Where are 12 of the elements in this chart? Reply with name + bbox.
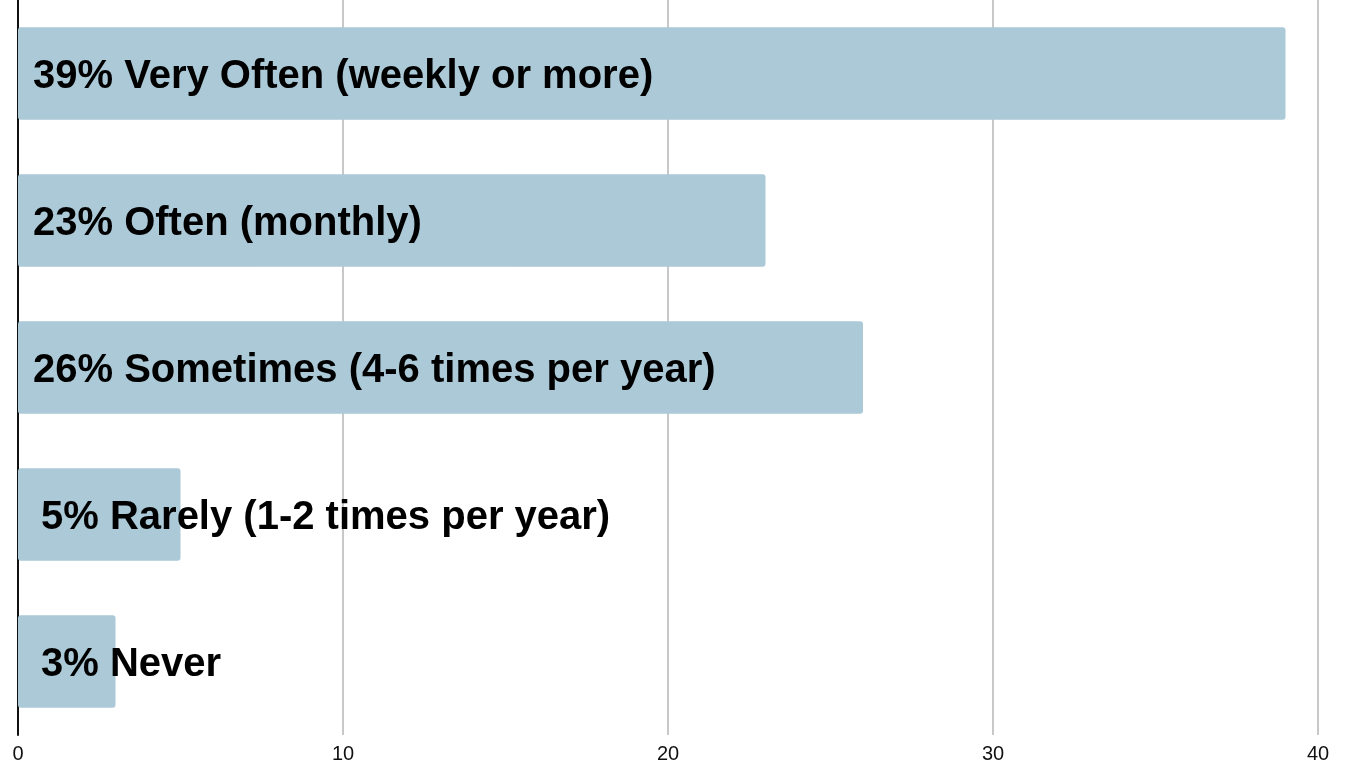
- data-label: 23% Often (monthly): [33, 198, 422, 243]
- data-label: 26% Sometimes (4-6 times per year): [33, 345, 716, 390]
- x-tick-label: 0: [12, 742, 24, 764]
- data-label: 5% Rarely (1-2 times per year): [41, 492, 611, 537]
- x-tick-label: 40: [1306, 742, 1330, 764]
- data-label: 39% Very Often (weekly or more): [33, 51, 654, 96]
- bar: [18, 27, 1286, 120]
- x-tick-label: 10: [331, 742, 355, 764]
- data-label: 3% Never: [41, 639, 222, 684]
- bar: [18, 174, 766, 267]
- x-tick-label: 20: [656, 742, 680, 764]
- x-tick-label: 30: [981, 742, 1005, 764]
